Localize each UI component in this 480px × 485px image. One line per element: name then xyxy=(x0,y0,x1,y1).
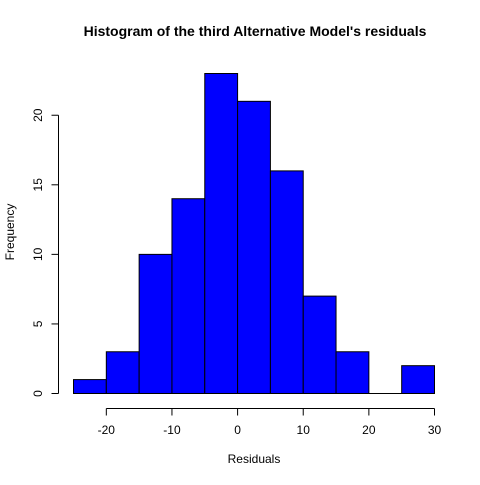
histogram-bar-3 xyxy=(171,198,206,394)
y-axis-label: Frequency xyxy=(3,204,17,261)
x-tick-label-1: -10 xyxy=(163,423,181,437)
x-axis: -20 -10 0 10 20 30 xyxy=(98,408,442,437)
bars-layer xyxy=(73,73,436,395)
histogram-bar-6 xyxy=(269,170,304,394)
x-tick-label-2: 0 xyxy=(234,423,241,437)
histogram-bar-0 xyxy=(73,379,107,394)
x-tick-label-5: 30 xyxy=(428,423,442,437)
chart-title: Histogram of the third Alternative Model… xyxy=(84,23,427,39)
y-tick-label-2: 10 xyxy=(31,247,45,261)
histogram-bar-2 xyxy=(138,253,173,394)
x-tick-label-4: 20 xyxy=(362,423,376,437)
histogram-bar-10 xyxy=(401,365,436,395)
y-tick-label-4: 20 xyxy=(31,108,45,122)
histogram-bar-7 xyxy=(302,295,337,395)
x-tick-label-3: 10 xyxy=(297,423,311,437)
y-tick-label-1: 5 xyxy=(31,320,45,327)
histogram-bar-4 xyxy=(204,73,239,394)
histogram-bar-5 xyxy=(237,100,271,395)
x-tick-label-0: -20 xyxy=(98,423,116,437)
y-tick-label-0: 0 xyxy=(31,390,45,397)
x-axis-label: Residuals xyxy=(228,452,281,466)
y-tick-label-3: 15 xyxy=(31,178,45,192)
histogram-bar-8 xyxy=(335,351,370,394)
histogram-bar-1 xyxy=(105,351,140,394)
y-axis: 0 5 10 15 20 xyxy=(31,108,59,397)
